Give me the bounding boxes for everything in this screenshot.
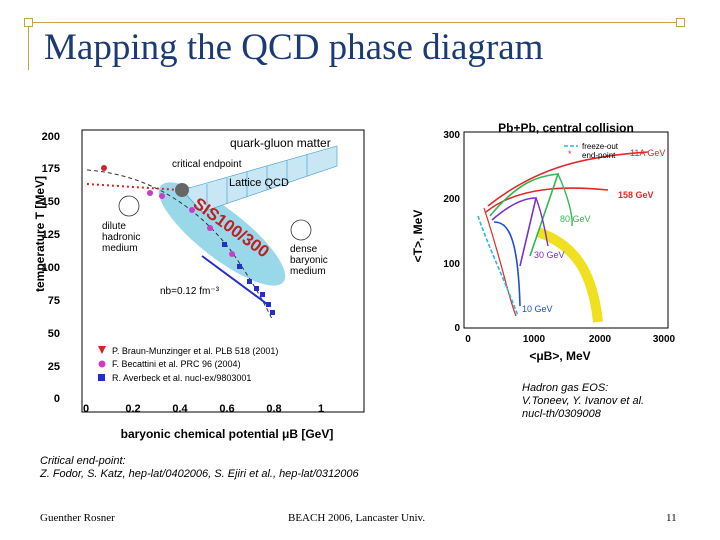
note-line: Hadron gas EOS:	[522, 382, 609, 394]
right-xtick: 2000	[589, 334, 612, 345]
right-ytick: 300	[443, 130, 460, 141]
rule-end-marker	[676, 18, 685, 27]
page-number: 11	[666, 512, 677, 524]
left-xtick: 0.6	[219, 403, 234, 415]
critical-endpoint-note: Critical end-point: Z. Fodor, S. Katz, h…	[40, 455, 359, 481]
left-xtick: 0.2	[125, 403, 140, 415]
energy-label: 11A GeV	[630, 148, 665, 158]
note-line: nucl-th/0309008	[522, 408, 601, 420]
dilute-label: medium	[102, 243, 138, 254]
slide-title: Mapping the QCD phase diagram	[44, 27, 544, 68]
dense-label: dense	[290, 244, 318, 255]
right-xtick: 0	[465, 334, 471, 345]
left-ytick: 200	[42, 131, 60, 143]
left-xlabel: baryonic chemical potential μB [GeV]	[121, 427, 334, 441]
left-ytick: 100	[42, 262, 60, 274]
energy-label: 30 GeV	[534, 250, 565, 260]
left-ytick: 50	[48, 328, 60, 340]
left-xtick: 0	[83, 403, 89, 415]
legend-item: R. Averbeck et al. nucl-ex/9803001	[112, 373, 251, 383]
energy-label: 158 GeV	[618, 190, 654, 200]
footer-author: Guenther Rosner	[40, 512, 115, 524]
legend-item: P. Braun-Munzinger et al. PLB 518 (2001)	[112, 346, 278, 356]
left-xtick: 0.4	[172, 403, 188, 415]
right-xtick: 3000	[653, 334, 676, 345]
qgm-label: quark-gluon matter	[230, 136, 331, 150]
right-ytick: 0	[454, 323, 460, 334]
left-phase-diagram: temperature T [MeV] 200 175 150 125 100 …	[32, 124, 372, 444]
title-rule-vertical	[28, 22, 29, 70]
dense-label: medium	[290, 266, 326, 277]
lattice-qcd-band	[181, 145, 338, 213]
critical-label: critical endpoint	[172, 159, 242, 170]
dense-label: baryonic	[290, 255, 328, 266]
legend-item: F. Becattini et al. PRC 96 (2004)	[112, 359, 241, 369]
left-ytick: 175	[42, 163, 60, 175]
right-ytick: 100	[443, 259, 460, 270]
note-line: Critical end-point:	[40, 455, 126, 467]
right-legend-item: freeze-out	[582, 142, 619, 151]
yellow-band	[536, 227, 603, 323]
left-ytick: 150	[42, 196, 60, 208]
right-title: Pb+Pb, central collision	[498, 121, 634, 135]
note-line: V.Toneev, Y. Ivanov et al.	[522, 395, 645, 407]
footer-event: BEACH 2006, Lancaster Univ.	[288, 512, 426, 524]
rule-end-marker	[24, 18, 33, 27]
right-ytick: 200	[443, 194, 460, 205]
energy-label: 80 GeV	[560, 214, 591, 224]
red-dotted-line	[86, 183, 181, 191]
right-freeze-out-plot: Pb+Pb, central collision <T>, MeV 300 20…	[408, 116, 698, 368]
note-line: Z. Fodor, S. Katz, hep-lat/0402006, S. E…	[40, 468, 359, 480]
lattice-label: Lattice QCD	[229, 177, 289, 189]
left-ylabel: temperature T [MeV]	[33, 176, 47, 292]
left-xtick: 0.8	[266, 403, 281, 415]
right-xtick: 1000	[523, 334, 546, 345]
right-xlabel: <μB>, MeV	[529, 349, 590, 363]
right-ylabel: <T>, MeV	[411, 210, 425, 263]
left-xtick: 1	[318, 403, 324, 415]
critical-endpoint-marker	[175, 183, 189, 197]
nb-label: nb=0.12 fm⁻³	[160, 286, 220, 297]
hadron-gas-note: Hadron gas EOS: V.Toneev, Y. Ivanov et a…	[522, 382, 644, 421]
dilute-label: dilute	[102, 221, 126, 232]
energy-label: 10 GeV	[522, 304, 553, 314]
right-legend-item: end-point	[582, 151, 616, 160]
freeze-out-curve	[86, 169, 273, 320]
left-ytick: 25	[48, 361, 60, 373]
left-ytick: 0	[54, 393, 60, 405]
svg-text:*: *	[568, 149, 572, 159]
title-rule	[28, 22, 678, 23]
dilute-label: hadronic	[102, 232, 140, 243]
left-ytick: 125	[42, 229, 60, 241]
left-ytick: 75	[48, 295, 60, 307]
